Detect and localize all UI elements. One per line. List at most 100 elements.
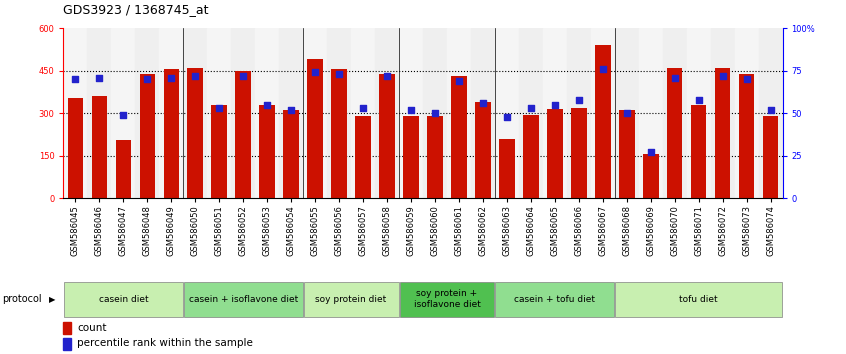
Bar <box>615 28 639 198</box>
Point <box>692 97 706 103</box>
Bar <box>355 116 371 198</box>
Bar <box>307 59 323 198</box>
Bar <box>112 28 135 198</box>
Bar <box>619 110 634 198</box>
Point <box>356 105 370 111</box>
Point <box>548 102 562 108</box>
Bar <box>739 74 755 198</box>
Bar <box>759 28 783 198</box>
Bar <box>543 28 567 198</box>
Bar <box>471 28 495 198</box>
Bar <box>691 105 706 198</box>
Bar <box>87 28 112 198</box>
Bar <box>116 140 131 198</box>
Point <box>524 105 537 111</box>
Text: tofu diet: tofu diet <box>679 295 718 304</box>
Bar <box>379 74 395 198</box>
Bar <box>235 71 251 198</box>
Point <box>308 70 321 75</box>
Point <box>284 107 298 113</box>
Bar <box>662 28 687 198</box>
Point <box>667 75 681 80</box>
Point <box>189 73 202 79</box>
Text: count: count <box>77 322 107 332</box>
Bar <box>135 28 159 198</box>
Point <box>428 110 442 116</box>
Bar <box>643 154 658 198</box>
Point <box>476 100 490 106</box>
Bar <box>499 139 514 198</box>
FancyBboxPatch shape <box>304 282 398 316</box>
Point <box>117 112 130 118</box>
Bar <box>68 98 83 198</box>
Point <box>596 66 609 72</box>
FancyBboxPatch shape <box>615 282 782 316</box>
Point <box>500 114 514 120</box>
Point <box>644 149 657 155</box>
Bar <box>327 28 351 198</box>
Text: soy protein +
isoflavone diet: soy protein + isoflavone diet <box>414 290 481 309</box>
Bar <box>184 28 207 198</box>
Bar <box>495 28 519 198</box>
Point <box>140 76 154 82</box>
Bar <box>91 96 107 198</box>
Point <box>332 72 346 77</box>
Bar <box>763 116 778 198</box>
Point <box>764 107 777 113</box>
Bar <box>159 28 184 198</box>
Bar <box>667 68 683 198</box>
Bar <box>188 68 203 198</box>
FancyBboxPatch shape <box>64 282 183 316</box>
Bar <box>140 74 155 198</box>
FancyBboxPatch shape <box>184 282 303 316</box>
Text: soy protein diet: soy protein diet <box>316 295 387 304</box>
Bar <box>595 45 611 198</box>
Bar <box>231 28 255 198</box>
Bar <box>475 102 491 198</box>
Bar <box>375 28 399 198</box>
Bar <box>687 28 711 198</box>
Bar <box>523 115 539 198</box>
Bar <box>63 28 87 198</box>
Text: casein diet: casein diet <box>99 295 148 304</box>
Point <box>212 105 226 111</box>
Bar <box>639 28 662 198</box>
Bar <box>571 108 586 198</box>
Point <box>572 97 585 103</box>
Bar <box>519 28 543 198</box>
Bar <box>734 28 759 198</box>
Bar <box>447 28 471 198</box>
Bar <box>427 116 442 198</box>
Bar <box>303 28 327 198</box>
Bar <box>715 68 730 198</box>
Point <box>69 76 82 82</box>
Bar <box>212 105 227 198</box>
Point <box>261 102 274 108</box>
Text: GDS3923 / 1368745_at: GDS3923 / 1368745_at <box>63 3 209 16</box>
Text: ▶: ▶ <box>49 295 56 304</box>
Bar <box>163 69 179 198</box>
Bar <box>63 322 71 334</box>
FancyBboxPatch shape <box>399 282 494 316</box>
Bar <box>332 69 347 198</box>
Text: casein + isoflavone diet: casein + isoflavone diet <box>189 295 298 304</box>
Bar <box>451 76 467 198</box>
Point <box>739 76 753 82</box>
Bar <box>547 109 563 198</box>
Bar <box>711 28 734 198</box>
Bar <box>255 28 279 198</box>
Bar <box>63 338 71 350</box>
Text: percentile rank within the sample: percentile rank within the sample <box>77 338 253 348</box>
Bar <box>399 28 423 198</box>
Bar <box>591 28 615 198</box>
Text: protocol: protocol <box>2 294 41 304</box>
Point <box>92 75 106 80</box>
Point <box>716 73 729 79</box>
Point <box>452 78 465 84</box>
Bar <box>207 28 231 198</box>
Point <box>164 75 178 80</box>
Bar <box>279 28 303 198</box>
Bar <box>404 116 419 198</box>
Bar <box>351 28 375 198</box>
Bar <box>567 28 591 198</box>
